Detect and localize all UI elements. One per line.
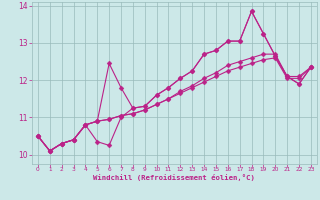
X-axis label: Windchill (Refroidissement éolien,°C): Windchill (Refroidissement éolien,°C) — [93, 174, 255, 181]
